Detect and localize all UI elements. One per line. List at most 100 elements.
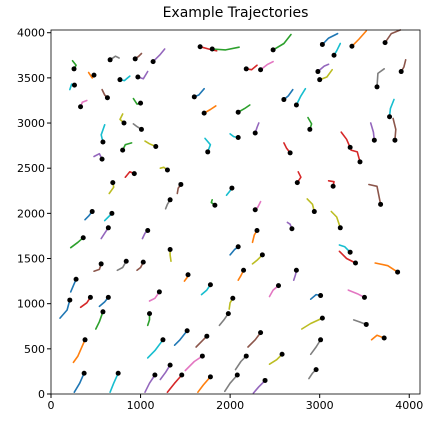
trajectory (109, 372, 119, 393)
trajectory-end (230, 295, 236, 301)
trajectory (350, 149, 361, 163)
trajectory-end (330, 183, 336, 189)
trajectory-end (319, 41, 325, 47)
y-tick-label: 500 (24, 343, 45, 356)
trajectory-end (81, 370, 87, 376)
trajectory (251, 254, 264, 265)
trajectory-end (212, 202, 218, 208)
trajectory-end (259, 252, 265, 258)
trajectory-end (179, 372, 185, 378)
trajectory (272, 33, 292, 51)
trajectory-end (135, 74, 141, 80)
trajectory-end (347, 144, 353, 150)
trajectory (234, 355, 247, 371)
trajectory-end (331, 52, 337, 58)
trajectory (224, 374, 239, 393)
trajectory-end (98, 261, 104, 267)
trajectory (72, 339, 86, 364)
trajectory-end (347, 249, 353, 255)
trajectory-end (363, 321, 369, 327)
y-tick-label: 1000 (17, 298, 45, 311)
trajectory-end (319, 315, 325, 321)
trajectory (388, 98, 395, 118)
trajectory (338, 250, 357, 264)
trajectory (152, 48, 166, 63)
trajectory-end (378, 201, 384, 207)
trajectory-end (67, 297, 73, 303)
trajectory (73, 372, 85, 393)
trajectory-end (153, 144, 159, 150)
trajectory-end (152, 372, 158, 378)
trajectory-end (160, 337, 166, 343)
y-tick-label: 2000 (17, 207, 45, 220)
trajectory-end (374, 84, 380, 90)
trajectory-end (254, 228, 260, 234)
trajectory-end (293, 267, 299, 273)
trajectory (301, 317, 324, 330)
trajectory (318, 68, 333, 81)
trajectory-end (289, 226, 295, 232)
x-tick-label: 2000 (216, 399, 244, 412)
trajectory (218, 312, 230, 327)
trajectory (211, 46, 240, 51)
trajectory (252, 379, 266, 394)
trajectory-end (235, 244, 241, 250)
trajectory-end (89, 209, 95, 215)
trajectory-end (132, 56, 138, 62)
trajectory (195, 335, 208, 348)
trajectory-end (201, 110, 207, 116)
trajectory-end (337, 225, 343, 231)
trajectory (95, 311, 104, 330)
trajectory-end (91, 72, 97, 78)
trajectory-end (191, 94, 197, 100)
trajectory-end (315, 69, 321, 75)
trajectory-end (167, 362, 173, 368)
trajectory-end (71, 66, 77, 72)
trajectory-end (184, 328, 190, 334)
trajectory-end (123, 258, 129, 264)
trajectory-end (167, 197, 173, 203)
trajectory-end (398, 69, 404, 75)
trajectory-end (258, 330, 264, 336)
trajectory-end (147, 311, 153, 317)
trajectory-end (234, 372, 240, 378)
trajectory-end (145, 228, 151, 234)
trajectory-end (185, 272, 191, 278)
trajectory-end (110, 180, 116, 186)
trajectory-end (252, 130, 258, 136)
trajectory-end (262, 377, 268, 383)
trajectory-end (252, 207, 258, 213)
trajectory-end (138, 100, 144, 106)
trajectory-end (317, 77, 323, 83)
y-tick-label: 4000 (17, 27, 45, 40)
trajectories (59, 29, 407, 394)
chart-title: Example Trajectories (163, 5, 309, 21)
trajectory (347, 289, 366, 299)
trajectory-end (207, 374, 213, 380)
trajectory-end (107, 57, 113, 63)
trajectory-end (71, 82, 77, 88)
trajectory-end (105, 294, 111, 300)
trajectory-end (131, 171, 137, 177)
trajectory-end (109, 210, 115, 216)
trajectory-end (357, 159, 363, 165)
trajectory-end (279, 351, 285, 357)
trajectory-end (121, 120, 127, 126)
trajectory-end (318, 337, 324, 343)
trajectory-end (225, 311, 231, 317)
trajectory-end (100, 309, 106, 315)
trajectory-end (209, 46, 215, 52)
trajectory (146, 339, 164, 359)
trajectory (259, 60, 274, 71)
trajectory-end (281, 97, 287, 103)
y-tick-label: 3500 (17, 72, 45, 85)
trajectory-end (313, 367, 319, 373)
trajectory (173, 330, 188, 346)
trajectory-end (205, 149, 211, 155)
trajectory-end (156, 289, 162, 295)
trajectory-end (100, 139, 106, 145)
x-tick-label: 4000 (395, 399, 423, 412)
trajectory (352, 319, 368, 326)
trajectory (369, 122, 376, 141)
y-tick-label: 3000 (17, 117, 45, 130)
